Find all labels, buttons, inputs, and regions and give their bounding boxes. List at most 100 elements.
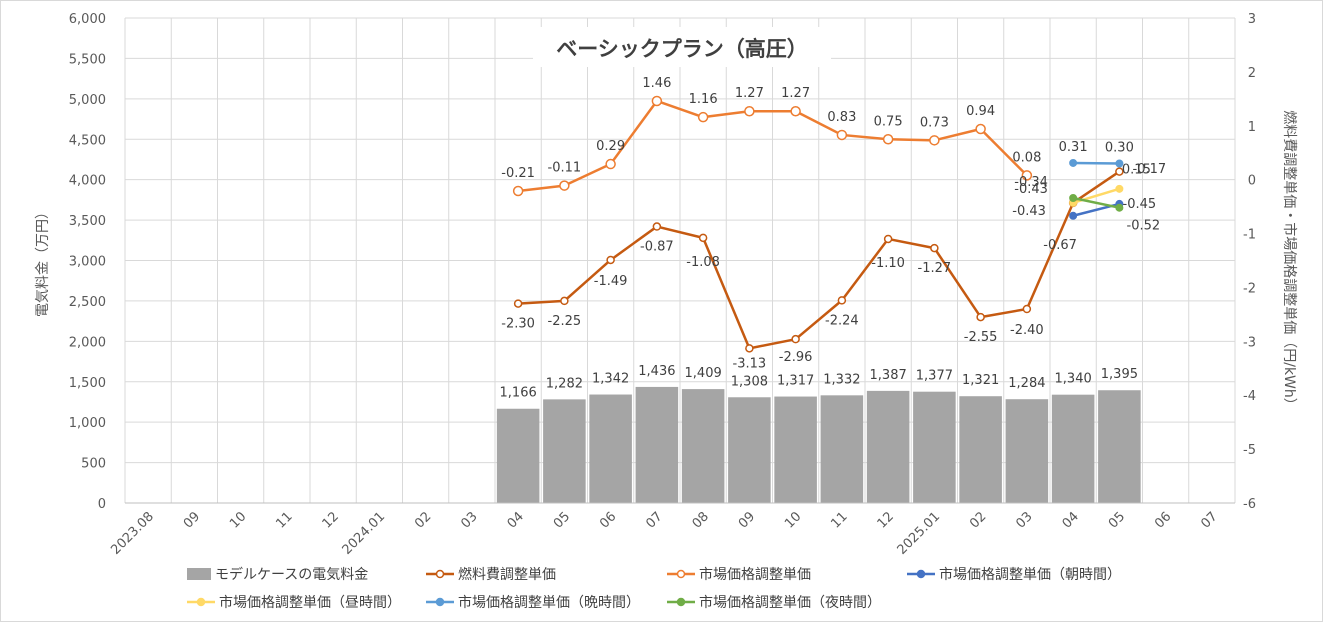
grid xyxy=(124,17,1236,504)
line-marker xyxy=(1115,167,1124,176)
x-tick-label: 2023.08 xyxy=(108,509,157,558)
line-data-label: -1.27 xyxy=(918,261,952,276)
line-marker xyxy=(882,134,894,145)
bar xyxy=(1051,394,1095,503)
legend-swatch-marker xyxy=(435,569,445,579)
x-tick-label: 02 xyxy=(412,509,434,531)
line-data-label: -2.30 xyxy=(501,317,535,332)
line-marker xyxy=(559,180,570,191)
x-tick-label: 02 xyxy=(967,509,989,531)
line-data-label: -0.34 xyxy=(1014,175,1048,190)
bar-data-label: 1,317 xyxy=(777,374,814,389)
line-data-label: -0.21 xyxy=(501,166,535,181)
line-data-label: 0.75 xyxy=(874,114,903,129)
bar-data-label: 1,340 xyxy=(1055,372,1092,387)
line-marker xyxy=(791,334,800,344)
line-marker xyxy=(930,243,939,253)
bar xyxy=(959,396,1002,503)
y-tick-label: 1,000 xyxy=(69,416,106,431)
line-marker xyxy=(929,135,940,146)
legend-item: 市場価格調整単価（夜時間） xyxy=(667,594,881,611)
legend-label: 市場価格調整単価（晩時間） xyxy=(458,594,640,611)
line-marker xyxy=(606,255,615,265)
line-marker xyxy=(836,129,848,141)
y-tick-label: 3,500 xyxy=(69,214,106,229)
x-tick-label: 04 xyxy=(1060,509,1082,531)
bar-data-label: 1,308 xyxy=(731,374,768,389)
axes: 05001,0001,5002,0002,5003,0003,5004,0004… xyxy=(69,12,1256,558)
line-data-label: -0.43 xyxy=(1012,204,1046,219)
y-tick-label: 2,000 xyxy=(69,335,106,350)
x-tick-label: 04 xyxy=(505,509,527,531)
line-data-label: -2.24 xyxy=(825,313,859,328)
legend-swatch-marker xyxy=(435,597,445,607)
line-data-label: -0.52 xyxy=(1127,219,1161,234)
x-tick-label: 09 xyxy=(181,509,203,531)
y2-tick-label: 2 xyxy=(1248,66,1256,81)
bar xyxy=(1098,390,1141,503)
x-tick-label: 10 xyxy=(227,509,249,531)
x-tick-label: 10 xyxy=(782,509,804,531)
legend-swatch-marker xyxy=(676,597,686,607)
chart-title-background xyxy=(533,27,831,67)
bar-data-label: 1,387 xyxy=(870,368,907,383)
bar-data-label: 1,321 xyxy=(962,373,999,388)
line-data-label: -1.08 xyxy=(686,255,720,270)
bar-data-label: 1,284 xyxy=(1008,376,1045,391)
bar xyxy=(589,394,632,503)
y-tick-label: 5,000 xyxy=(69,93,106,108)
line-data-label: -2.55 xyxy=(964,330,998,345)
line-data-label: 0.29 xyxy=(596,139,625,154)
line-series xyxy=(512,95,1124,353)
line-marker xyxy=(605,158,616,170)
y-tick-label: 5,500 xyxy=(69,52,106,67)
y2-tick-label: -5 xyxy=(1243,443,1256,458)
line-data-label: -0.11 xyxy=(548,161,582,176)
y2-tick-label: -6 xyxy=(1243,497,1256,512)
chart-title-group: ベーシックプラン（高圧） xyxy=(533,27,831,67)
line-marker xyxy=(1115,159,1124,168)
legend-label: 市場価格調整単価 xyxy=(699,566,811,583)
bar xyxy=(635,386,679,503)
line-data-label: 1.27 xyxy=(781,86,810,101)
line-data-label: -2.96 xyxy=(779,350,813,365)
line-data-label: -0.45 xyxy=(1123,197,1157,212)
line-data-label: 0.94 xyxy=(966,104,995,119)
y-axis-title: 電気料金（万円） xyxy=(35,205,51,317)
y-tick-label: 500 xyxy=(81,457,106,472)
series-line xyxy=(518,170,1121,350)
y-tick-label: 3,000 xyxy=(69,255,106,270)
line-data-label: -0.67 xyxy=(1043,238,1077,253)
bar-data-label: 1,282 xyxy=(546,376,583,391)
line-data-label: 0.83 xyxy=(827,110,856,125)
line-data-label: 1.46 xyxy=(642,76,671,91)
line-marker xyxy=(1069,158,1078,167)
x-tick-label: 03 xyxy=(1013,509,1035,531)
line-marker xyxy=(837,296,847,305)
legend-swatch-marker xyxy=(916,569,926,579)
line-marker xyxy=(1022,304,1032,314)
y-tick-label: 6,000 xyxy=(69,12,106,27)
line-marker xyxy=(976,312,985,322)
series-line xyxy=(517,99,1028,193)
line-marker xyxy=(652,222,662,231)
x-tick-label: 05 xyxy=(551,509,573,531)
line-marker xyxy=(790,105,801,117)
x-tick-label: 2025.01 xyxy=(895,509,944,558)
bar xyxy=(1005,399,1049,503)
line-marker xyxy=(1021,170,1033,181)
bar xyxy=(774,396,817,503)
legend-item: 市場価格調整単価（晩時間） xyxy=(426,594,640,611)
bar-data-label: 1,395 xyxy=(1101,367,1138,382)
bar xyxy=(913,391,956,503)
line-marker xyxy=(698,233,708,243)
x-tick-label: 07 xyxy=(643,509,665,531)
x-tick-label: 08 xyxy=(690,509,712,531)
line-marker xyxy=(513,299,523,308)
legend-swatch xyxy=(187,568,211,580)
data-labels: 1,166 1,282 1,342 1,436 1,409 1,308 1,317 1,332… xyxy=(500,76,1167,401)
line-data-label: -1.10 xyxy=(871,256,905,271)
bar-data-label: 1,332 xyxy=(823,372,860,387)
